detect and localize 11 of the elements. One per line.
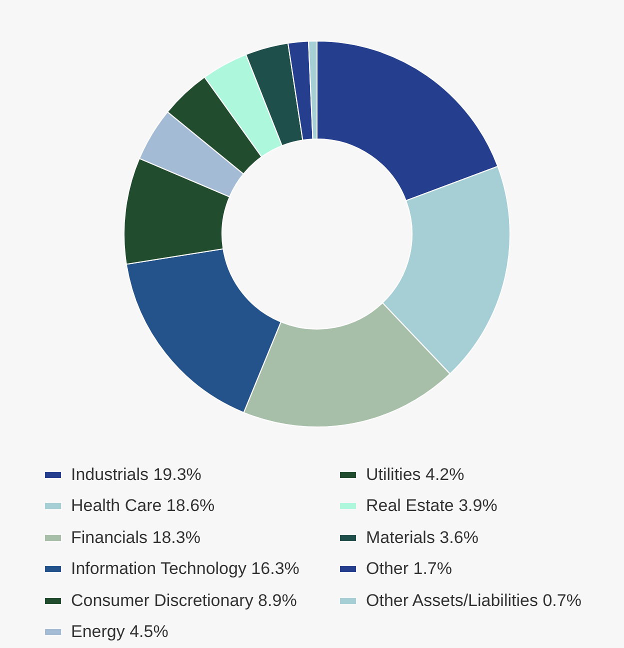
legend-label: Real Estate 3.9%: [366, 496, 498, 516]
legend-label: Energy 4.5%: [71, 622, 168, 642]
legend-label: Materials 3.6%: [366, 528, 478, 548]
legend-label: Industrials 19.3%: [71, 464, 202, 485]
legend-label: Other Assets/Liabilities 0.7%: [366, 590, 582, 611]
legend-label: Health Care 18.6%: [71, 496, 215, 516]
legend-label: Financials 18.3%: [71, 528, 200, 548]
legend-label: Information Technology 16.3%: [71, 559, 300, 580]
legend-label: Utilities 4.2%: [366, 464, 464, 485]
legend-label: Other 1.7%: [366, 559, 452, 580]
legend-label: Consumer Discretionary 8.9%: [71, 590, 297, 611]
